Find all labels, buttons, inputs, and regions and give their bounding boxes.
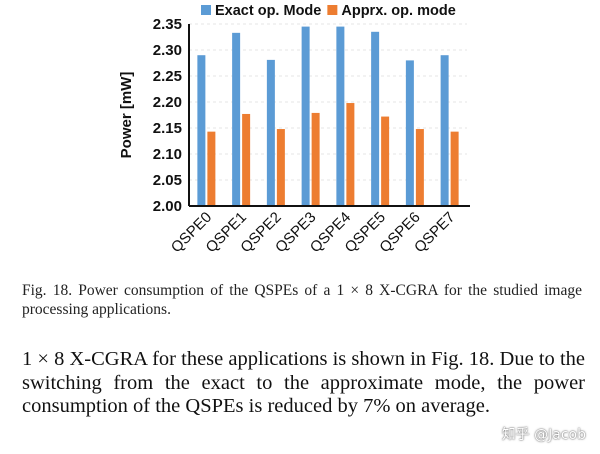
legend-label: Apprx. op. mode (341, 3, 455, 19)
watermark: 知乎 @Jacob (501, 427, 586, 443)
figure-caption: Fig. 18. Power consumption of the QSPEs … (22, 282, 582, 318)
bar-exact-QSPE3 (301, 26, 310, 206)
bar-approx-QSPE3 (311, 112, 320, 206)
bar-exact-QSPE0 (197, 55, 206, 207)
power-bar-chart: 2.002.052.102.152.202.252.302.35QSPE0QSP… (118, 3, 470, 256)
bar-approx-QSPE6 (415, 129, 424, 206)
bar-exact-QSPE1 (232, 32, 241, 207)
y-tick-label: 2.30 (153, 42, 182, 59)
bar-approx-QSPE7 (450, 131, 459, 206)
bar-exact-QSPE6 (405, 60, 414, 207)
legend-label: Exact op. Mode (215, 3, 321, 19)
y-tick-label: 2.35 (153, 16, 182, 33)
bar-approx-QSPE5 (381, 116, 390, 206)
bar-approx-QSPE0 (207, 131, 216, 206)
y-tick-label: 2.15 (153, 120, 182, 137)
y-tick-label: 2.00 (153, 198, 182, 215)
bar-approx-QSPE2 (276, 129, 285, 206)
y-tick-label: 2.05 (153, 172, 182, 189)
bar-exact-QSPE2 (266, 59, 275, 206)
legend-swatch (201, 5, 211, 15)
bar-exact-QSPE4 (336, 26, 345, 206)
y-tick-label: 2.25 (153, 68, 182, 85)
y-tick-label: 2.20 (153, 94, 182, 111)
bar-approx-QSPE1 (242, 113, 251, 206)
y-axis-label: Power [mW] (118, 72, 135, 159)
body-paragraph: 1 × 8 X-CGRA for these applications is s… (22, 348, 585, 417)
legend-swatch (327, 5, 338, 15)
y-tick-label: 2.10 (153, 146, 182, 163)
bar-exact-QSPE7 (440, 55, 449, 207)
bar-approx-QSPE4 (346, 103, 355, 206)
bar-exact-QSPE5 (371, 31, 380, 206)
